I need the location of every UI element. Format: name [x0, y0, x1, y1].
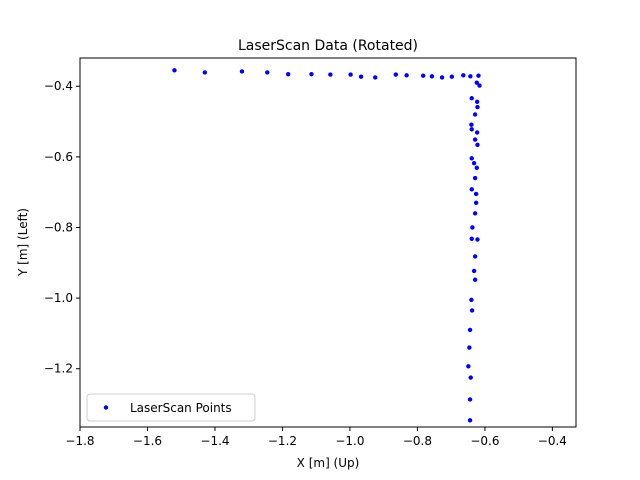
- data-point: [469, 127, 474, 132]
- data-point: [466, 364, 471, 369]
- legend-marker: [103, 405, 109, 410]
- y-axis-label: Y [m] (Left): [16, 208, 30, 277]
- x-tick-label: −1.6: [133, 434, 162, 448]
- data-point: [474, 80, 479, 85]
- data-point: [172, 68, 177, 73]
- data-point: [420, 73, 426, 78]
- data-point: [439, 75, 445, 80]
- x-tick-label: −0.6: [470, 434, 499, 448]
- x-tick-label: −1.8: [65, 434, 94, 448]
- data-point: [474, 130, 480, 135]
- data-point: [469, 308, 475, 313]
- x-tick-label: −1.0: [335, 434, 364, 448]
- y-axis: −0.4 −0.6 −0.8 −1.0 −1.2: [44, 79, 80, 376]
- x-tick-label: −1.2: [268, 434, 297, 448]
- data-point: [469, 156, 474, 161]
- data-point: [449, 74, 455, 79]
- data-point: [202, 70, 208, 75]
- legend: LaserScan Points: [86, 393, 256, 422]
- legend-box: [86, 393, 256, 422]
- data-point: [472, 112, 478, 117]
- x-tick-label: −0.8: [403, 434, 432, 448]
- data-point: [472, 277, 478, 282]
- data-point: [469, 297, 474, 303]
- x-axis-label: X [m] (Up): [297, 456, 360, 470]
- data-point: [472, 211, 478, 216]
- data-point: [475, 142, 480, 148]
- y-tick-label: −0.8: [44, 220, 73, 234]
- data-point: [474, 99, 480, 104]
- data-point: [472, 175, 478, 181]
- data-point: [468, 74, 473, 79]
- data-point: [474, 165, 479, 171]
- data-point: [393, 72, 399, 77]
- data-point: [265, 70, 270, 75]
- x-axis: −1.8 −1.6 −1.4 −1.2 −1.0 −0.8 −0.6 −0.4: [65, 427, 567, 448]
- data-point: [473, 191, 479, 197]
- plot-area: [79, 57, 577, 428]
- data-point: [470, 225, 475, 230]
- data-point: [471, 268, 477, 274]
- data-point: [348, 72, 353, 77]
- data-point: [477, 83, 482, 88]
- data-point: [472, 254, 478, 259]
- data-point: [467, 418, 473, 423]
- data-point: [467, 397, 473, 402]
- data-point: [469, 122, 474, 127]
- data-point: [468, 375, 473, 380]
- data-point: [309, 72, 314, 77]
- data-point: [358, 74, 364, 79]
- data-point: [285, 72, 291, 77]
- y-tick-label: −0.4: [44, 79, 73, 93]
- data-point: [473, 200, 479, 205]
- y-tick-label: −1.2: [44, 362, 73, 376]
- y-tick-label: −0.6: [44, 150, 73, 164]
- data-point: [475, 104, 480, 110]
- data-point: [475, 237, 480, 242]
- data-point: [404, 73, 409, 78]
- data-point: [373, 75, 378, 80]
- data-point: [469, 96, 474, 101]
- data-point: [472, 137, 478, 142]
- data-point: [467, 345, 472, 350]
- chart-title: LaserScan Data (Rotated): [238, 38, 418, 54]
- data-point: [476, 73, 481, 78]
- x-tick-label: −0.4: [538, 434, 567, 448]
- data-point: [469, 236, 474, 241]
- x-tick-label: −1.4: [200, 434, 229, 448]
- data-point: [471, 161, 477, 166]
- y-tick-label: −1.0: [44, 291, 73, 305]
- data-point: [429, 74, 435, 79]
- legend-label: LaserScan Points: [130, 401, 232, 415]
- data-point: [328, 72, 333, 77]
- data-point: [239, 69, 245, 74]
- data-point: [467, 327, 473, 333]
- laserscan-points-series: [172, 68, 482, 423]
- data-point: [469, 187, 474, 192]
- data-point: [461, 73, 466, 78]
